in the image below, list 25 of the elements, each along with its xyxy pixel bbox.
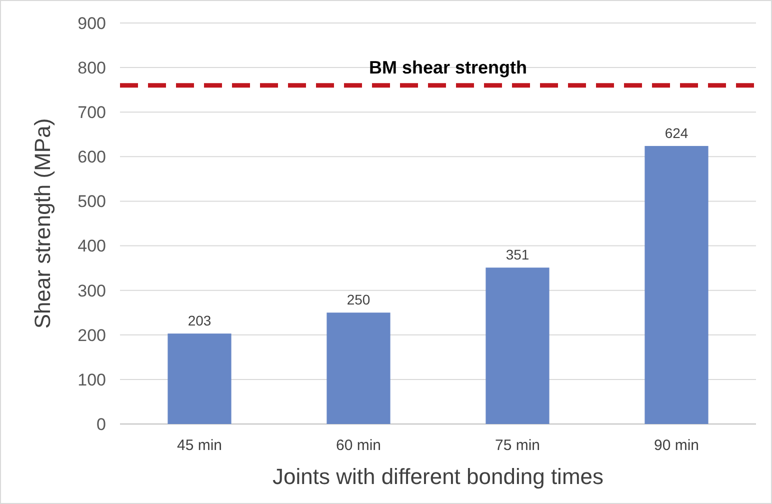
x-tick-label: 60 min [336,437,382,454]
bar [644,146,708,424]
ref-line-label: BM shear strength [368,57,528,78]
x-tick-label: 75 min [494,437,540,454]
bar [326,312,390,424]
x-tick-label: 90 min [654,437,700,454]
data-label: 203 [188,312,212,329]
y-tick-label: 200 [78,326,106,345]
y-tick-label: 300 [78,281,106,300]
x-tick-label: 45 min [176,437,222,454]
y-tick-label: 500 [78,192,106,212]
y-tick-label: 0 [96,414,106,434]
data-label: 351 [506,246,530,263]
y-axis-title: Shear strength (MPa) [30,118,55,329]
bar [168,334,232,424]
data-label: 250 [346,292,370,308]
bar [486,268,550,424]
y-tick-label: 900 [78,14,106,33]
y-tick-label: 600 [78,148,106,167]
y-tick-label: 400 [78,236,106,256]
y-tick-label: 100 [78,370,106,390]
y-tick-label: 700 [78,103,106,122]
data-label: 624 [664,124,688,141]
y-tick-label: 800 [78,58,106,78]
x-axis-title: Joints with different bonding times [272,464,604,489]
